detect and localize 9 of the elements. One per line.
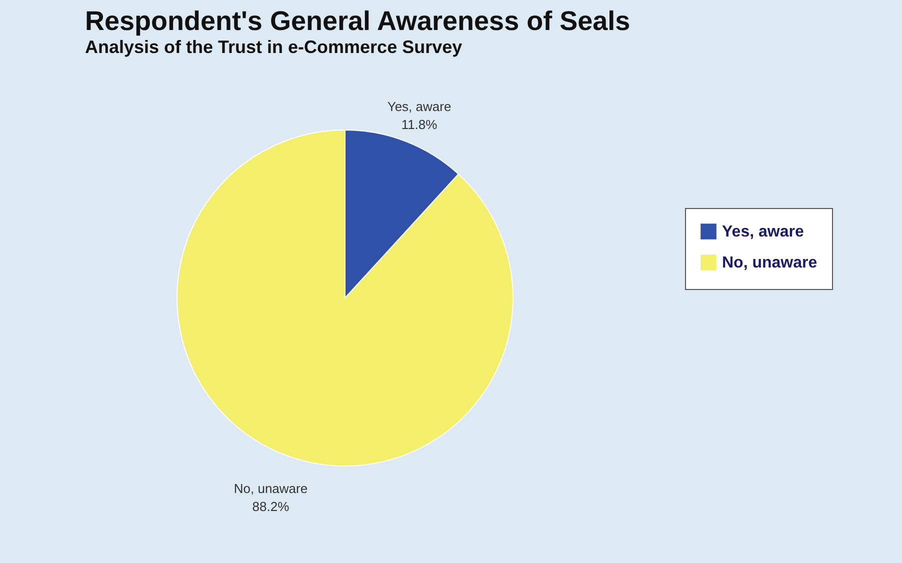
chart-subtitle: Analysis of the Trust in e-Commerce Survey	[85, 37, 462, 57]
data-label: 88.2%	[252, 499, 290, 514]
pie-slice	[176, 130, 514, 466]
legend-label: No, unaware	[722, 254, 818, 272]
slice-label: No, unaware	[234, 481, 308, 496]
slice-label: Yes, aware	[387, 98, 452, 114]
data-label: 11.8%	[401, 116, 438, 132]
chart-title: Respondent's General Awareness of Seals	[85, 6, 630, 36]
legend-label: Yes, aware	[722, 224, 804, 240]
